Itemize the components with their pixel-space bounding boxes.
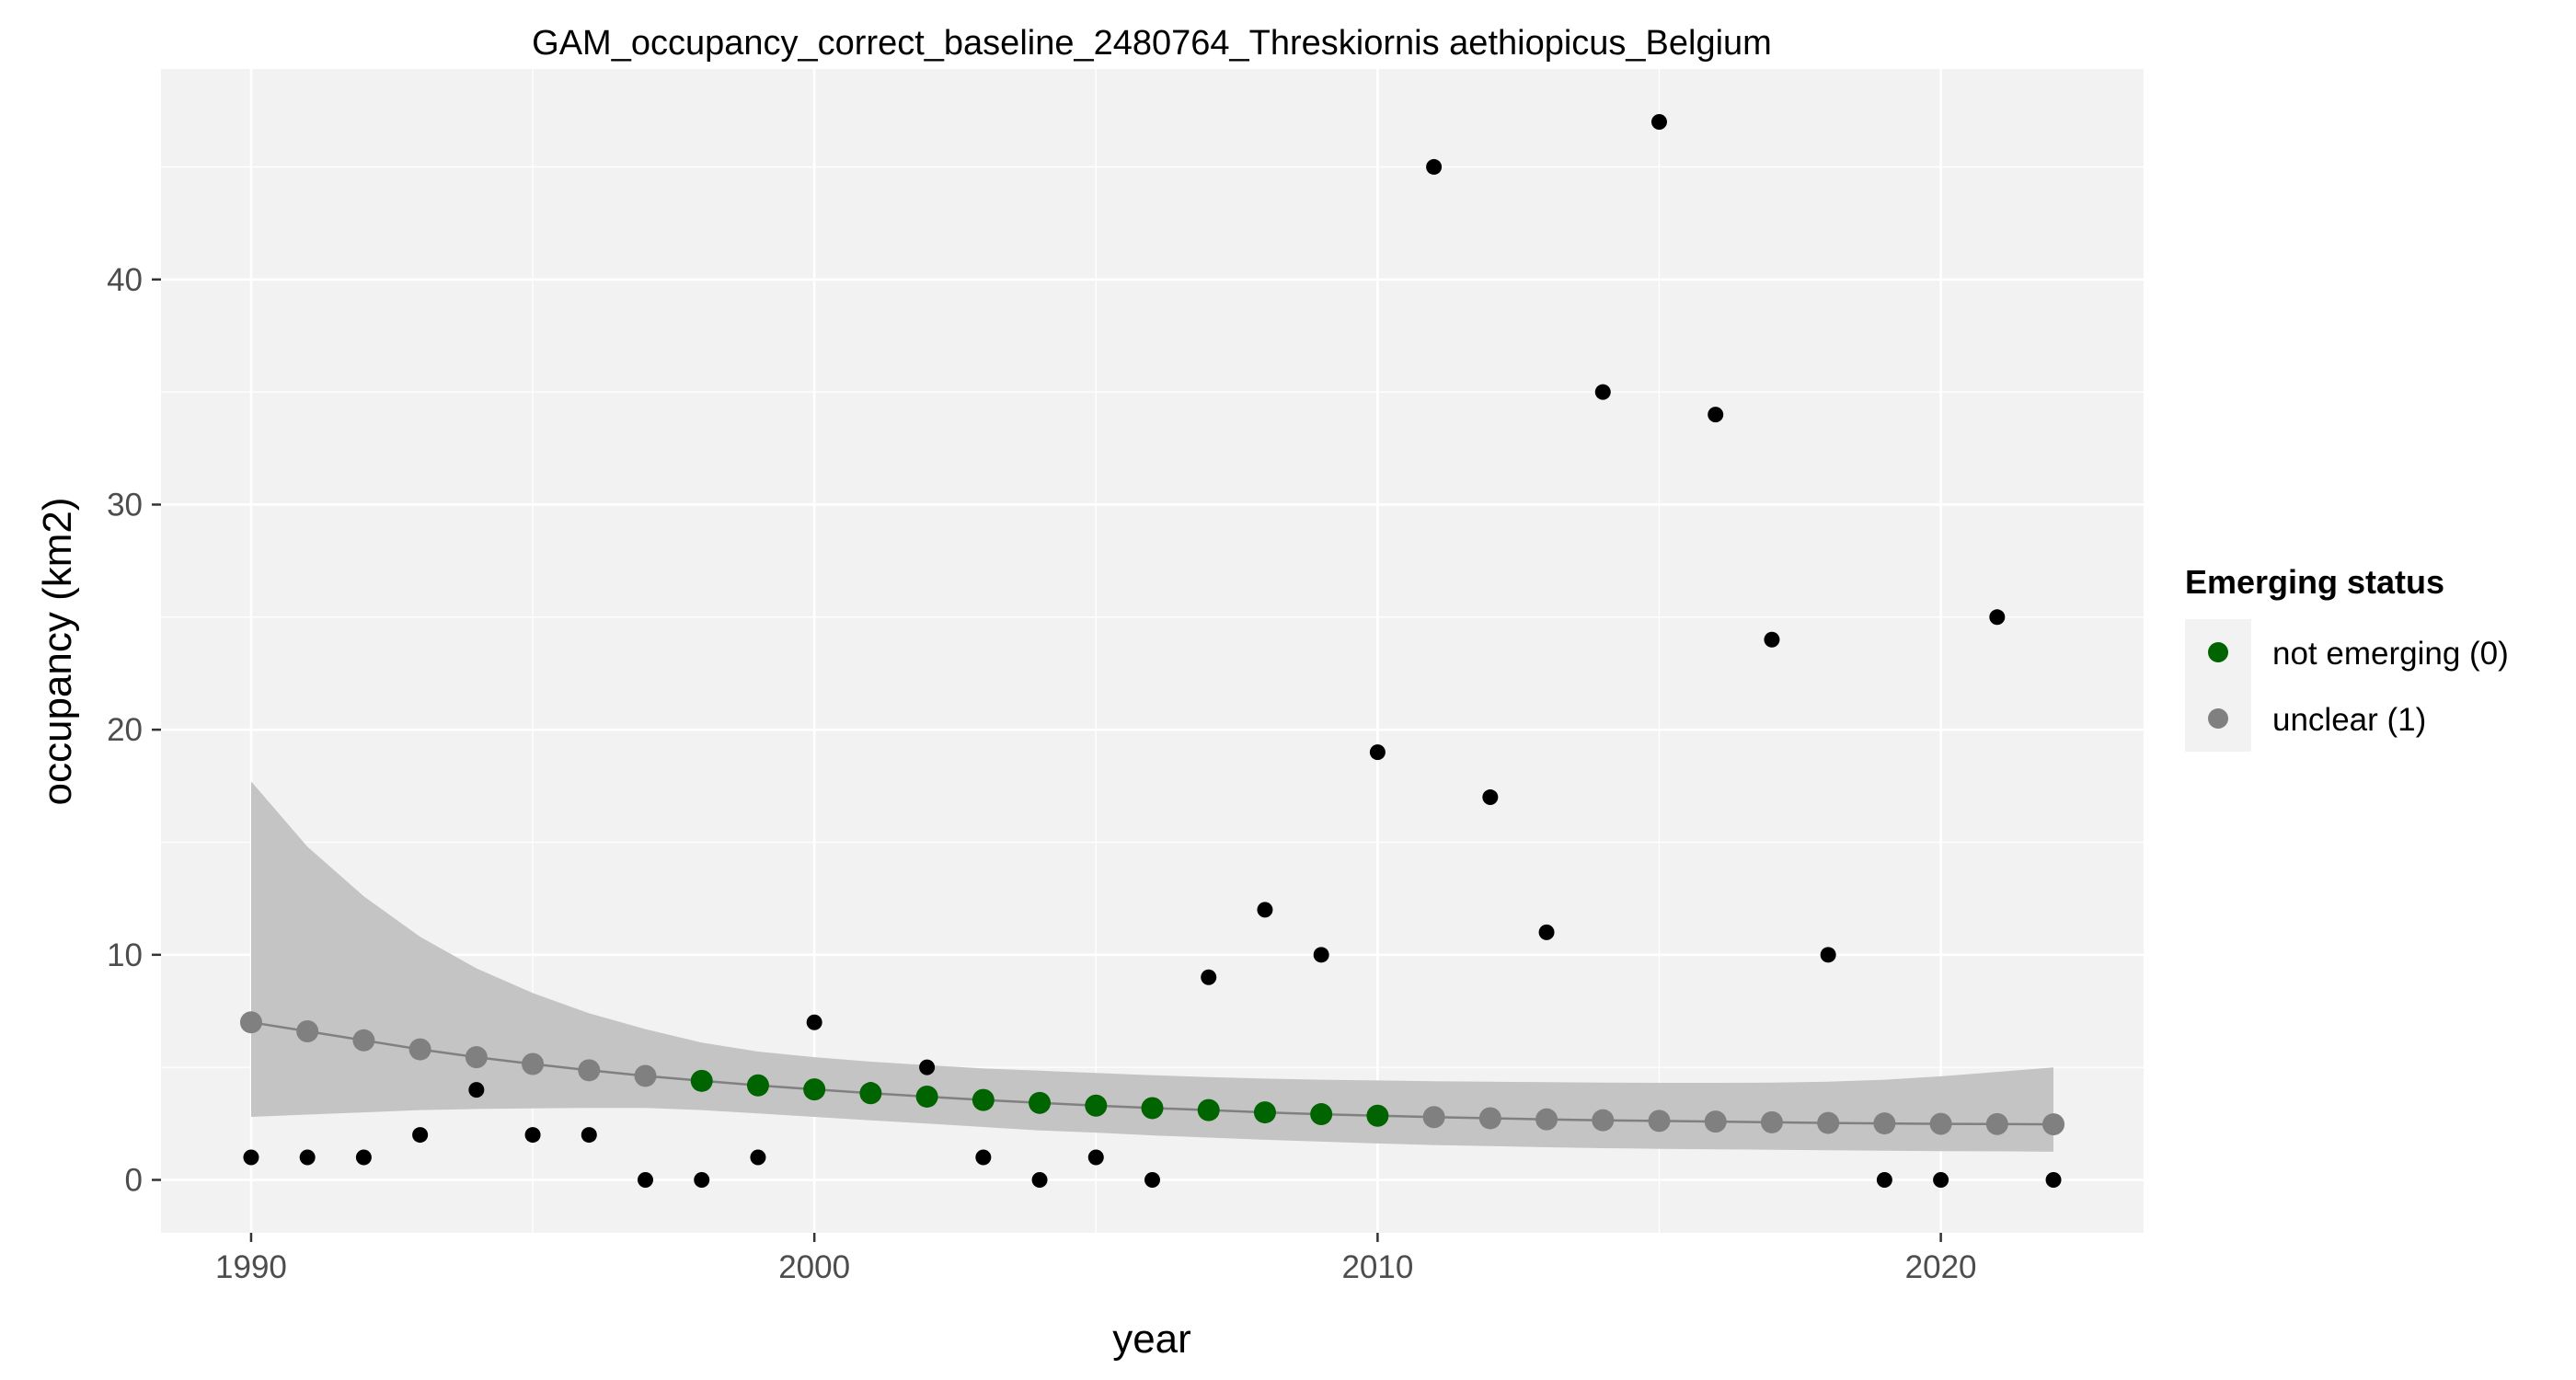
fitted-point-unclear xyxy=(1760,1110,1783,1133)
fitted-point-unclear xyxy=(1478,1107,1501,1130)
observed-point xyxy=(581,1127,597,1144)
observed-point xyxy=(1594,384,1611,400)
y-tick-label: 30 xyxy=(107,487,143,523)
legend-key-unclear xyxy=(2208,708,2228,729)
observed-point xyxy=(694,1172,710,1188)
fitted-point-unclear xyxy=(578,1059,601,1082)
x-tick-label: 2000 xyxy=(778,1249,850,1285)
x-tick-label: 2020 xyxy=(1905,1249,1977,1285)
grid xyxy=(161,69,2144,1233)
fitted-point-unclear xyxy=(634,1064,657,1087)
observed-point xyxy=(524,1127,541,1144)
fitted-point-not-emerging xyxy=(690,1069,713,1092)
observed-point xyxy=(1764,631,1780,648)
observed-point xyxy=(1650,114,1667,130)
fitted-point-unclear xyxy=(1648,1110,1671,1133)
x-tick-label: 2010 xyxy=(1341,1249,1413,1285)
y-tick-label: 10 xyxy=(107,937,143,973)
observed-point xyxy=(1989,609,2006,626)
legend-label-unclear: unclear (1) xyxy=(2272,702,2426,738)
fitted-point-not-emerging xyxy=(1141,1097,1164,1120)
y-axis-title: occupancy (km2) xyxy=(35,497,80,805)
observed-point xyxy=(468,1082,485,1098)
fitted-points-layer xyxy=(239,1011,2065,1136)
confidence-band-layer xyxy=(251,781,2053,1152)
fitted-point-not-emerging xyxy=(746,1074,769,1097)
fitted-point-unclear xyxy=(1985,1112,2008,1135)
y-tick-label: 20 xyxy=(107,712,143,748)
confidence-band xyxy=(251,781,2053,1152)
fitted-point-unclear xyxy=(239,1011,262,1034)
observed-point xyxy=(1201,969,1217,985)
observed-point xyxy=(750,1149,766,1166)
observed-point xyxy=(1708,407,1724,423)
fitted-point-unclear xyxy=(1422,1106,1445,1129)
fitted-point-not-emerging xyxy=(1310,1103,1333,1126)
fitted-point-not-emerging xyxy=(859,1082,882,1105)
observed-point xyxy=(1538,924,1555,940)
observed-point xyxy=(1426,158,1443,175)
legend-title: Emerging status xyxy=(2185,563,2444,601)
fitted-point-not-emerging xyxy=(1085,1094,1108,1117)
observed-point xyxy=(638,1172,654,1188)
observed-point xyxy=(1257,902,1273,918)
legend: Emerging status not emerging (0) unclear… xyxy=(2185,563,2509,752)
fitted-point-unclear xyxy=(1704,1110,1727,1133)
fitted-point-not-emerging xyxy=(1366,1104,1389,1127)
observed-point xyxy=(1144,1172,1160,1188)
fitted-point-not-emerging xyxy=(915,1085,938,1108)
observed-point xyxy=(299,1149,316,1166)
fitted-point-unclear xyxy=(296,1020,319,1043)
x-tick-label: 1990 xyxy=(215,1249,287,1285)
observed-point xyxy=(1820,947,1836,963)
fitted-point-unclear xyxy=(2042,1113,2065,1136)
fitted-point-unclear xyxy=(522,1052,545,1075)
fitted-point-unclear xyxy=(465,1046,488,1069)
observed-point xyxy=(806,1014,822,1030)
fitted-point-unclear xyxy=(1592,1109,1615,1132)
observed-point xyxy=(975,1149,992,1166)
observed-point xyxy=(919,1059,936,1075)
x-axis: 1990 2000 2010 2020 xyxy=(215,1233,1977,1285)
fitted-point-unclear xyxy=(408,1038,431,1061)
observed-point xyxy=(243,1149,259,1166)
chart-title: GAM_occupancy_correct_baseline_2480764_T… xyxy=(532,24,1772,63)
y-tick-label: 40 xyxy=(107,262,143,298)
observed-point xyxy=(1369,744,1386,761)
observed-point xyxy=(1031,1172,1048,1188)
observed-point xyxy=(1876,1172,1892,1188)
fitted-point-not-emerging xyxy=(1253,1101,1276,1124)
fitted-point-unclear xyxy=(1929,1112,1952,1135)
observed-point xyxy=(1087,1149,1104,1166)
observed-points-layer xyxy=(243,114,2062,1188)
y-tick-label: 0 xyxy=(125,1163,143,1199)
fitted-point-unclear xyxy=(1873,1112,1896,1135)
y-axis: 0 10 20 30 40 xyxy=(107,262,161,1199)
fitted-point-unclear xyxy=(352,1029,375,1052)
fitted-point-not-emerging xyxy=(1029,1091,1052,1114)
observed-point xyxy=(412,1127,429,1144)
observed-point xyxy=(1313,947,1329,963)
observed-point xyxy=(1482,789,1499,806)
x-axis-title: year xyxy=(1112,1317,1191,1362)
observed-point xyxy=(1933,1172,1949,1188)
legend-key-not-emerging xyxy=(2208,642,2228,662)
observed-point xyxy=(355,1149,372,1166)
legend-label-not-emerging: not emerging (0) xyxy=(2272,636,2509,672)
fitted-point-unclear xyxy=(1817,1111,1840,1134)
fitted-point-not-emerging xyxy=(803,1078,826,1101)
fitted-point-not-emerging xyxy=(972,1088,995,1111)
observed-point xyxy=(2045,1172,2062,1188)
fitted-point-unclear xyxy=(1535,1108,1558,1131)
fitted-point-not-emerging xyxy=(1197,1098,1220,1121)
